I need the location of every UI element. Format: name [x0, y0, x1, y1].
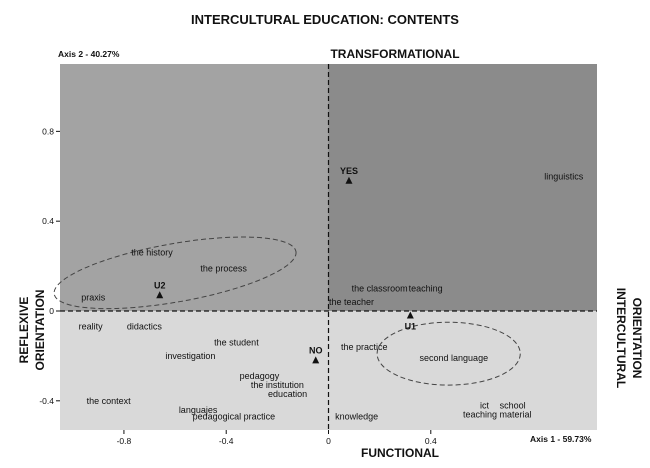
y-axis-label: Axis 2 - 40.27%	[58, 49, 120, 59]
point-label: the history	[131, 248, 173, 258]
pole-label-left-line1: REFLEXIVE	[17, 297, 31, 364]
point-label: praxis	[81, 293, 106, 303]
quadrant-backgrounds	[60, 64, 597, 430]
x-tick-label: 0.4	[425, 436, 437, 446]
point-label: teaching	[409, 284, 443, 294]
x-tick-label: 0	[326, 436, 331, 446]
point-label: investigation	[165, 351, 215, 361]
point-label: didactics	[127, 322, 163, 332]
quadrant-upper-left	[60, 64, 329, 311]
pole-label-top: TRANSFORMATIONAL	[330, 47, 459, 61]
point-label: languajes	[179, 405, 218, 415]
chart-title: INTERCULTURAL EDUCATION: CONTENTS	[191, 12, 459, 27]
point-label: the process	[200, 263, 247, 273]
x-tick-label: -0.8	[117, 436, 132, 446]
marker-label: U2	[154, 280, 166, 290]
cluster-ellipses	[53, 236, 521, 386]
point-label: school	[500, 400, 526, 410]
marker-triangle	[312, 356, 320, 364]
point-labels: linguistics the history the process praxis t…	[79, 171, 584, 421]
point-label: knowledge	[335, 412, 378, 422]
markers: YES U2 U1 NO	[154, 166, 416, 364]
point-label: education	[268, 389, 307, 399]
point-label: the institution	[251, 380, 304, 390]
point-label: the classroom	[352, 284, 408, 294]
marker-triangle	[345, 176, 353, 184]
point-label: pedagogy	[240, 371, 280, 381]
y-tick-label: 0.8	[42, 126, 54, 136]
point-label: second language	[420, 353, 489, 363]
point-label: teaching material	[463, 409, 532, 419]
pole-label-right-line1: INTERCULTURAL	[614, 288, 628, 388]
quadrant-lower-left	[60, 310, 329, 430]
marker-label: U1	[405, 321, 417, 331]
point-label: linguistics	[544, 171, 584, 181]
x-axis-label: Axis 1 - 59.73%	[530, 434, 592, 444]
point-label: the teacher	[329, 297, 374, 307]
point-label: ict	[480, 400, 489, 410]
quadrant-upper-right	[328, 64, 597, 311]
y-tick-label: 0	[49, 306, 54, 316]
point-label: the context	[87, 396, 132, 406]
pole-label-right-line2: ORIENTATION	[630, 298, 644, 379]
cluster-ellipse	[53, 236, 297, 310]
marker-label: YES	[340, 166, 358, 176]
cluster-ellipse	[376, 321, 521, 386]
y-tick-label: -0.4	[39, 396, 54, 406]
pole-label-bottom: FUNCTIONAL	[361, 446, 439, 460]
y-tick-label: 0.4	[42, 216, 54, 226]
point-label: the student	[214, 337, 259, 347]
axes: -0.8 -0.4 0 0.4 0.8 0.4 0 -0.4	[39, 64, 597, 446]
point-label: reality	[79, 322, 104, 332]
marker-triangle	[156, 291, 164, 299]
point-label: pedagogical practice	[193, 412, 276, 422]
quadrant-lower-right	[328, 310, 597, 430]
point-label: the practice	[341, 342, 388, 352]
marker-label: NO	[309, 345, 323, 355]
marker-triangle	[406, 311, 414, 319]
x-tick-label: -0.4	[219, 436, 234, 446]
pole-label-left-line2: ORIENTATION	[33, 290, 47, 371]
